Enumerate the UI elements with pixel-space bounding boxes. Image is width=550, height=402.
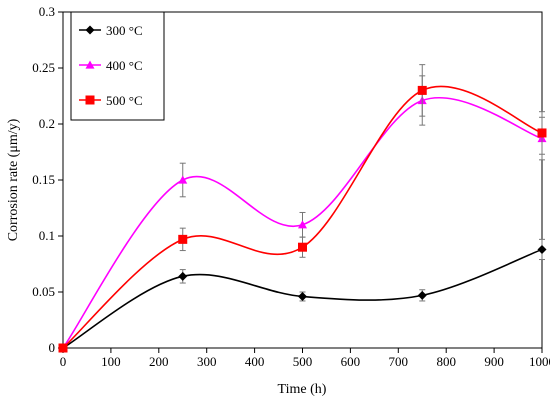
x-axis-title: Time (h)	[278, 382, 327, 397]
x-axis: 0 100 200 300 400 500 600 700 800 900 1000	[60, 348, 550, 369]
x-tick-label: 800	[436, 354, 456, 369]
series-layer	[58, 64, 547, 353]
x-tick-label: 100	[101, 354, 121, 369]
x-tick-label: 200	[149, 354, 169, 369]
data-point	[298, 220, 307, 229]
data-point	[178, 234, 188, 244]
x-tick-label: 400	[245, 354, 265, 369]
data-point	[417, 290, 427, 300]
y-tick-label: 0.2	[39, 116, 55, 131]
legend-label: 400 °C	[106, 58, 143, 73]
x-tick-label: 600	[341, 354, 361, 369]
data-point	[298, 242, 307, 252]
legend: 300 °C 400 °C 500 °C	[70, 11, 165, 121]
legend-label: 500 °C	[106, 93, 143, 108]
y-tick-label: 0.25	[32, 60, 55, 75]
data-point	[537, 128, 547, 138]
legend-marker	[85, 25, 95, 35]
data-point	[417, 85, 427, 95]
y-axis-title: Corrosion rate (μm/y)	[6, 118, 21, 241]
series-line	[62, 97, 543, 349]
x-tick-label: 300	[197, 354, 217, 369]
y-tick-label: 0.3	[39, 4, 55, 19]
y-tick-label: 0.15	[32, 172, 55, 187]
y-tick-label: 0.1	[39, 228, 55, 243]
legend-marker	[85, 60, 95, 69]
x-tick-label: 700	[389, 354, 409, 369]
y-tick-label: 0.05	[32, 284, 55, 299]
y-axis: 0 0.05 0.1 0.15 0.2 0.25 0.3	[32, 4, 63, 355]
legend-label: 300 °C	[106, 23, 143, 38]
data-point	[298, 291, 307, 301]
x-tick-label: 1000	[529, 354, 550, 369]
data-point	[178, 271, 188, 281]
x-tick-label: 900	[484, 354, 504, 369]
x-tick-label: 0	[60, 354, 67, 369]
data-point	[58, 343, 68, 353]
series-square	[58, 64, 547, 353]
data-point	[537, 244, 547, 254]
y-tick-label: 0	[49, 340, 56, 355]
data-point	[178, 175, 188, 184]
x-tick-label: 500	[293, 354, 313, 369]
legend-marker	[85, 95, 95, 105]
